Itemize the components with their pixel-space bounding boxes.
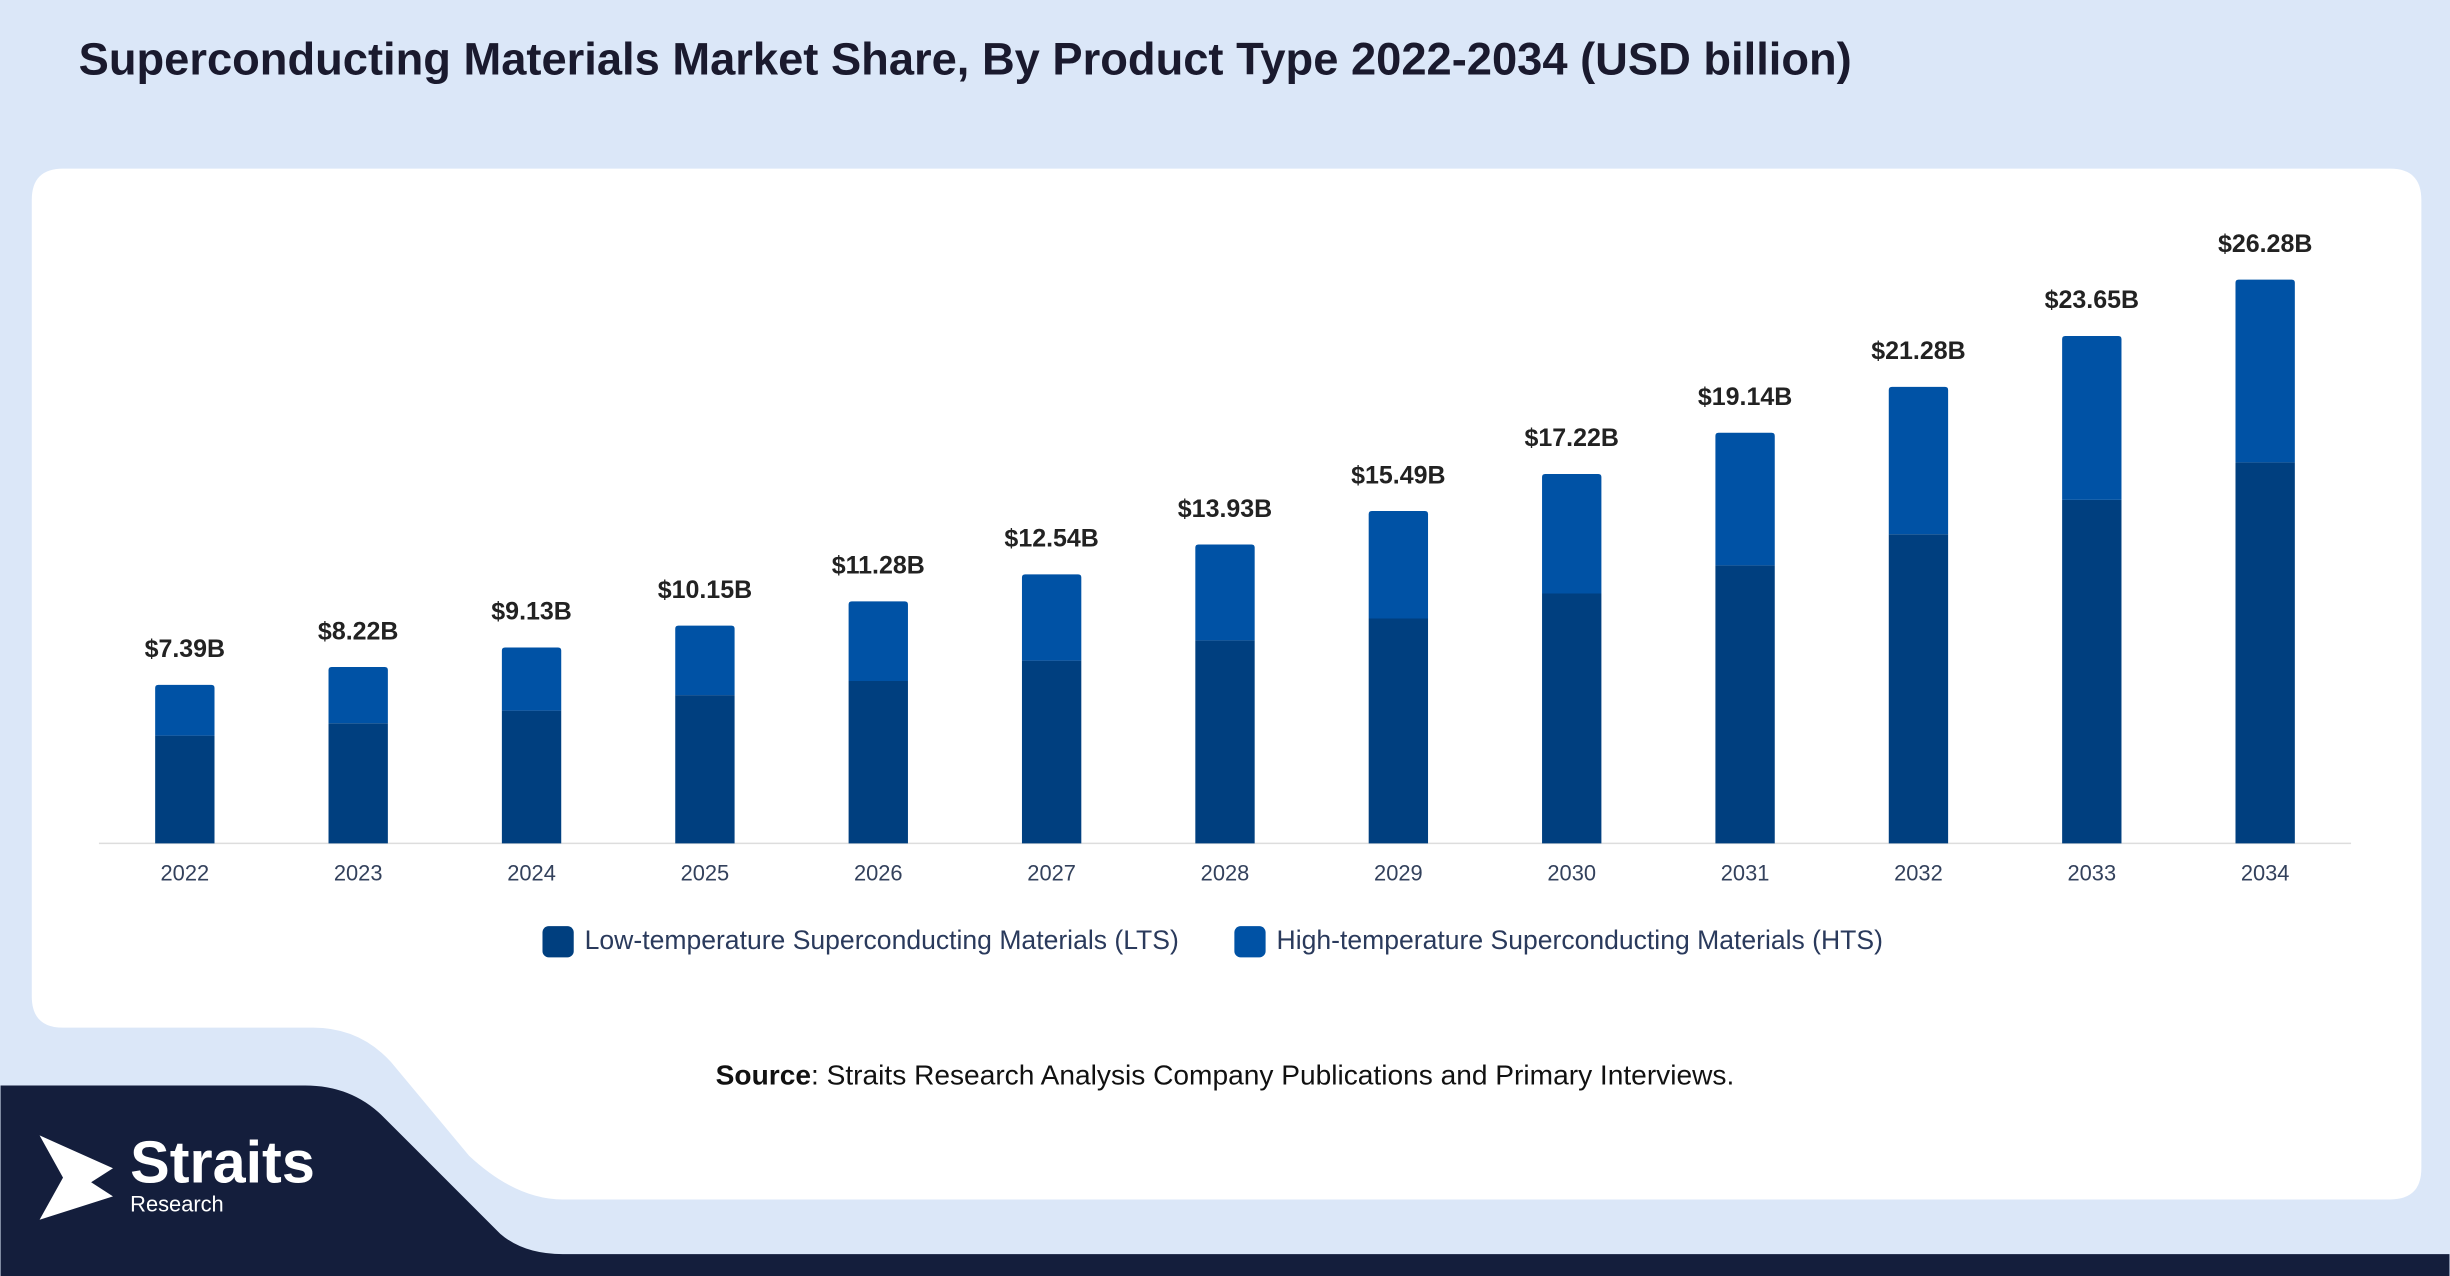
bar-segment: [1195, 544, 1255, 641]
bar-segment: [1195, 640, 1255, 844]
bar-segment: [675, 625, 735, 696]
total-label: $10.15B: [658, 576, 752, 604]
total-label: $15.49B: [1351, 461, 1445, 489]
x-tick-label: 2030: [1547, 860, 1596, 885]
total-label: $26.28B: [2218, 230, 2312, 258]
total-label: $17.22B: [1525, 424, 1619, 452]
source: Source: Straits Research Analysis Compan…: [716, 1060, 1735, 1091]
bar-segment: [155, 684, 215, 736]
x-tick-label: 2023: [334, 860, 383, 885]
bar-segment: [2235, 279, 2295, 463]
total-label: $21.28B: [1871, 337, 1965, 365]
legend-label: Low-temperature Superconducting Material…: [585, 925, 1179, 955]
source-text: : Straits Research Analysis Company Publ…: [811, 1060, 1734, 1091]
bar-segment: [848, 601, 908, 681]
legend-swatch: [542, 926, 574, 958]
total-label: $8.22B: [318, 617, 399, 645]
bar-segment: [848, 680, 908, 844]
bar-segment: [1542, 593, 1602, 844]
source-label: Source: [716, 1060, 811, 1091]
total-label: $12.54B: [1004, 525, 1098, 553]
chart-title: Superconducting Materials Market Share, …: [79, 33, 1852, 84]
x-tick-label: 2027: [1027, 860, 1076, 885]
total-label: $13.93B: [1178, 495, 1272, 523]
bar-segment: [155, 735, 215, 844]
x-tick-label: 2024: [507, 860, 556, 885]
x-tick-label: 2034: [2241, 860, 2290, 885]
logo-sub: Research: [130, 1191, 224, 1216]
total-label: $19.14B: [1698, 383, 1792, 411]
footer: [0, 1085, 2450, 1276]
bar-segment: [1888, 386, 1949, 535]
bar-segment: [501, 647, 562, 711]
x-tick-label: 2022: [161, 860, 210, 885]
x-tick-label: 2026: [854, 860, 903, 885]
total-label: $23.65B: [2045, 286, 2139, 314]
x-tick-label: 2025: [681, 860, 730, 885]
total-label: $11.28B: [832, 552, 925, 580]
logo-name: Straits: [130, 1128, 315, 1195]
total-label: $7.39B: [145, 635, 226, 663]
bar-segment: [328, 723, 388, 844]
bar-segment: [1715, 565, 1775, 844]
legend-label: High-temperature Superconducting Materia…: [1277, 925, 1883, 955]
bar-segment: [1542, 473, 1602, 594]
bar-segment: [1368, 618, 1429, 844]
bar-segment: [1888, 534, 1949, 844]
logo-icon: [39, 1135, 113, 1220]
x-tick-label: 2028: [1201, 860, 1250, 885]
bar-segment: [675, 695, 735, 844]
bar-segment: [1021, 574, 1082, 661]
total-label: $9.13B: [491, 598, 572, 626]
x-tick-label: 2031: [1721, 860, 1770, 885]
bar-segment: [1021, 660, 1082, 844]
bar-segment: [501, 710, 562, 844]
bar-segment: [2235, 462, 2295, 844]
x-tick-label: 2033: [2067, 860, 2116, 885]
bar-segment: [328, 667, 388, 724]
legend-swatch: [1234, 926, 1266, 958]
x-tick-label: 2029: [1374, 860, 1423, 885]
bar-segment: [1715, 432, 1775, 566]
bar-segment: [2062, 335, 2122, 500]
bar-segment: [1368, 511, 1429, 619]
x-tick-label: 2032: [1894, 860, 1943, 885]
bar-segment: [2062, 499, 2122, 844]
